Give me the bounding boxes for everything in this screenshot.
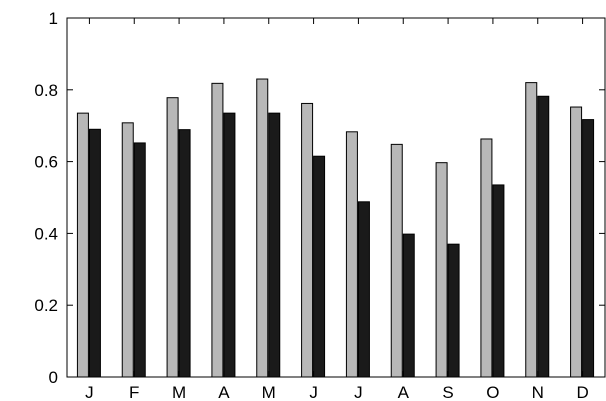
bar-series-2 (313, 155, 326, 378)
plot-area: 0 0.2 0.4 0.6 0.8 1 J F M A M J J A S O N D (34, 9, 606, 401)
y-tick-label: 0.4 (34, 224, 58, 243)
x-tick-label: M (172, 383, 186, 401)
x-tick-label: J (85, 383, 94, 401)
bar-series-2 (88, 128, 101, 378)
bar-series-2 (268, 112, 281, 378)
bar-series-1 (76, 112, 89, 378)
bar-series-1 (480, 138, 493, 378)
x-tick-label: D (576, 383, 588, 401)
y-tick-label: 0.2 (34, 296, 58, 315)
x-tick-label: J (354, 383, 363, 401)
bar-series-2 (223, 112, 236, 378)
y-tick-label: 1 (49, 9, 58, 28)
bar-series-2 (447, 243, 460, 378)
x-tick-label: N (532, 383, 544, 401)
bar-series-1 (525, 82, 538, 378)
bar-series-1 (435, 162, 448, 378)
bar-series-2 (357, 201, 370, 378)
bar-series-2 (402, 233, 415, 378)
bar-series-2 (178, 129, 191, 378)
bar-series-2 (582, 119, 595, 378)
bar-series-1 (390, 143, 403, 378)
bar-series-1 (301, 102, 314, 378)
x-tick-label: O (486, 383, 499, 401)
y-tick-label: 0.6 (34, 153, 58, 172)
x-tick-label: J (309, 383, 318, 401)
x-tick-label: F (129, 383, 139, 401)
bar-series-1 (256, 78, 269, 378)
x-tick-label: A (398, 383, 410, 401)
bar-series-1 (121, 122, 134, 378)
bar-series-2 (133, 142, 146, 378)
bar-series-1 (166, 97, 179, 378)
bar-series-2 (537, 95, 550, 378)
y-tick-label: 0 (49, 368, 58, 387)
bar-series-2 (492, 184, 505, 378)
x-tick-label: S (442, 383, 453, 401)
x-tick-label: A (218, 383, 230, 401)
y-tick-label: 0.8 (34, 81, 58, 100)
bar-series-1 (570, 106, 583, 378)
bar-series-1 (345, 131, 358, 378)
x-tick-label: M (262, 383, 276, 401)
bar-series-1 (211, 82, 224, 378)
axes-frame (66, 17, 606, 378)
